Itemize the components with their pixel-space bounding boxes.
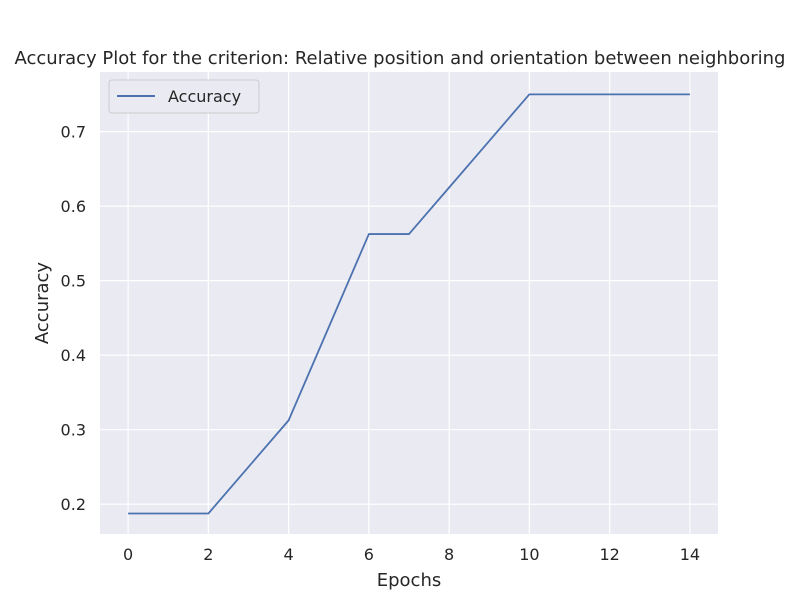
y-tick-label: 0.7 (61, 123, 86, 142)
x-tick-label: 8 (444, 545, 454, 564)
x-tick-label: 4 (284, 545, 294, 564)
plot-area (100, 72, 718, 534)
x-axis-label: Epochs (377, 570, 442, 591)
x-tick-label: 0 (123, 545, 133, 564)
legend: Accuracy (108, 79, 260, 114)
x-tick-label: 2 (203, 545, 213, 564)
x-tick-label: 14 (680, 545, 700, 564)
y-tick-label: 0.6 (61, 197, 86, 216)
legend-box (108, 79, 260, 114)
y-tick-label: 0.5 (61, 272, 86, 291)
y-axis-label: Accuracy (32, 262, 53, 345)
x-tick-label: 10 (519, 545, 539, 564)
y-tick-label: 0.4 (61, 346, 86, 365)
chart-title: Accuracy Plot for the criterion: Relativ… (15, 48, 786, 69)
y-tick-label: 0.2 (61, 495, 86, 514)
series-line-accuracy (128, 93, 690, 515)
y-axis-ticks: 0.2 0.3 0.4 0.5 0.6 0.7 (61, 123, 86, 515)
grid (100, 72, 718, 534)
y-tick-label: 0.3 (61, 421, 86, 440)
series-layer (128, 93, 690, 515)
x-axis-ticks: 0 2 4 6 8 10 12 14 (123, 545, 700, 564)
legend-label: Accuracy (168, 87, 241, 106)
x-tick-label: 6 (364, 545, 374, 564)
x-tick-label: 12 (599, 545, 619, 564)
